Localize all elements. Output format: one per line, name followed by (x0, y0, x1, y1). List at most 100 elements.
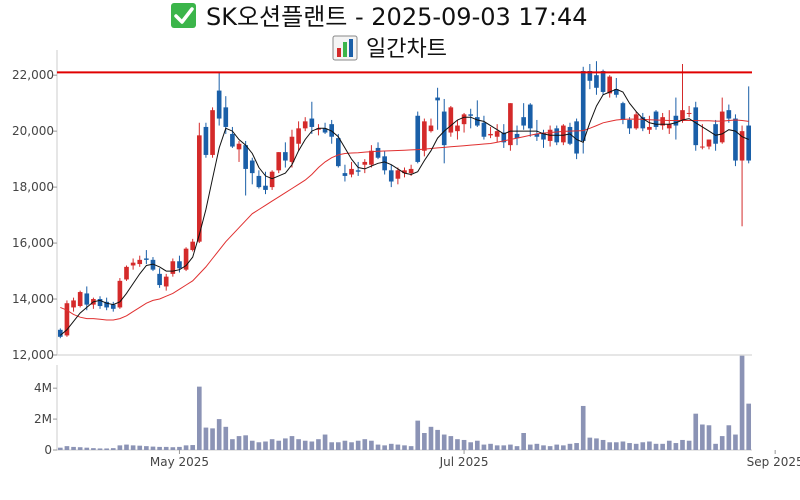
candle-body (316, 128, 321, 130)
candle-body (223, 107, 229, 127)
candle-body (494, 131, 500, 137)
volume-bar (428, 426, 434, 450)
candle-body (574, 121, 579, 154)
volume-y-ticks: 4M 2M 0 (34, 381, 57, 457)
candle-body (514, 133, 520, 139)
candle-body (739, 131, 745, 161)
candle-body (144, 258, 149, 260)
candle-body (534, 133, 540, 137)
volume-bar (256, 442, 262, 450)
candle-body (726, 110, 732, 119)
volume-bar (110, 448, 116, 450)
volume-bar (547, 446, 553, 450)
price-y-tick-label: 12,000 (12, 348, 54, 362)
volume-bar (349, 442, 354, 450)
moving-averages (59, 88, 749, 336)
volume-bar (276, 440, 282, 450)
x-tick-label: May 2025 (150, 455, 209, 469)
candle-body (527, 104, 533, 129)
candle-body (196, 135, 202, 242)
volume-bar (620, 441, 626, 450)
candle-body (382, 156, 387, 171)
volume-bar (322, 434, 328, 450)
candle-body (369, 150, 374, 165)
volume-bar (243, 435, 248, 450)
candle-body (488, 133, 493, 136)
volume-bar (600, 439, 606, 450)
volume-bar (316, 439, 321, 450)
candle-body (190, 241, 196, 251)
candle-body (64, 303, 70, 336)
candle-body (666, 124, 672, 129)
volume-bar (567, 443, 573, 450)
volume-bar (97, 448, 103, 450)
candle-body (567, 126, 573, 144)
candle-body (455, 125, 460, 132)
candle-body (680, 110, 685, 120)
subtitle-group: 일간차트 (332, 35, 447, 62)
x-tick-label: Sep 2025 (747, 455, 800, 469)
volume-bar (362, 439, 368, 450)
candle-body (474, 117, 480, 126)
volume-bar (561, 445, 566, 450)
candle-body (342, 173, 348, 176)
volume-bar (719, 436, 725, 450)
candle-body (660, 117, 665, 126)
candle-body (236, 143, 242, 150)
ma5-line (59, 88, 749, 336)
candle-body (580, 70, 586, 141)
volume-bar (203, 427, 209, 450)
volume-bar (640, 442, 646, 450)
price-y-tick-label: 22,000 (12, 68, 54, 82)
volume-bar (223, 426, 229, 450)
volume-bar (77, 447, 83, 450)
volume-bar (534, 443, 540, 450)
candle-body (415, 115, 421, 162)
candle-body (110, 304, 116, 309)
candle-body (481, 122, 487, 137)
candle-body (256, 175, 262, 188)
candle-body (541, 132, 546, 140)
candle-body (335, 138, 341, 167)
volume-bar (236, 436, 242, 450)
volume-bar (627, 443, 632, 450)
volume-bar (296, 439, 301, 450)
volume-bar (388, 443, 394, 450)
chart-title: SK오션플랜트 - 2025-09-03 17:44 (206, 3, 588, 31)
candle-body (395, 170, 401, 179)
candle-body (183, 248, 189, 270)
candle-body (71, 300, 76, 308)
volume-bar (71, 446, 76, 450)
volume-bar (342, 440, 348, 450)
candle-body (216, 90, 222, 119)
volume-bar (183, 445, 189, 450)
candle-body (607, 76, 613, 94)
volume-bar (230, 439, 235, 450)
volume-bar (402, 445, 407, 450)
candle-body (243, 145, 248, 169)
volume-bar (57, 447, 63, 450)
volume-bar (733, 434, 738, 450)
volume-bar (739, 355, 745, 450)
candle-body (170, 261, 176, 274)
volume-bar (666, 440, 672, 450)
volume-bar (104, 448, 109, 450)
candle-body (57, 329, 63, 337)
candle-body (561, 125, 566, 143)
candle-body (461, 114, 467, 125)
volume-y-tick-label: 0 (44, 443, 52, 457)
chart-subtitle: 일간차트 (366, 37, 447, 62)
price-y-tick-label: 20,000 (12, 124, 54, 138)
candle-body (640, 117, 646, 129)
volume-bar (521, 433, 526, 450)
volume-bar (289, 436, 295, 450)
volume-bar (494, 445, 500, 450)
volume-bar (335, 442, 341, 450)
candle-body (104, 301, 109, 308)
candle-body (428, 125, 434, 132)
candlesticks (57, 61, 752, 339)
volume-bar (647, 441, 652, 450)
candle-body (713, 124, 718, 144)
candle-body (408, 168, 414, 174)
candle-body (309, 118, 315, 127)
